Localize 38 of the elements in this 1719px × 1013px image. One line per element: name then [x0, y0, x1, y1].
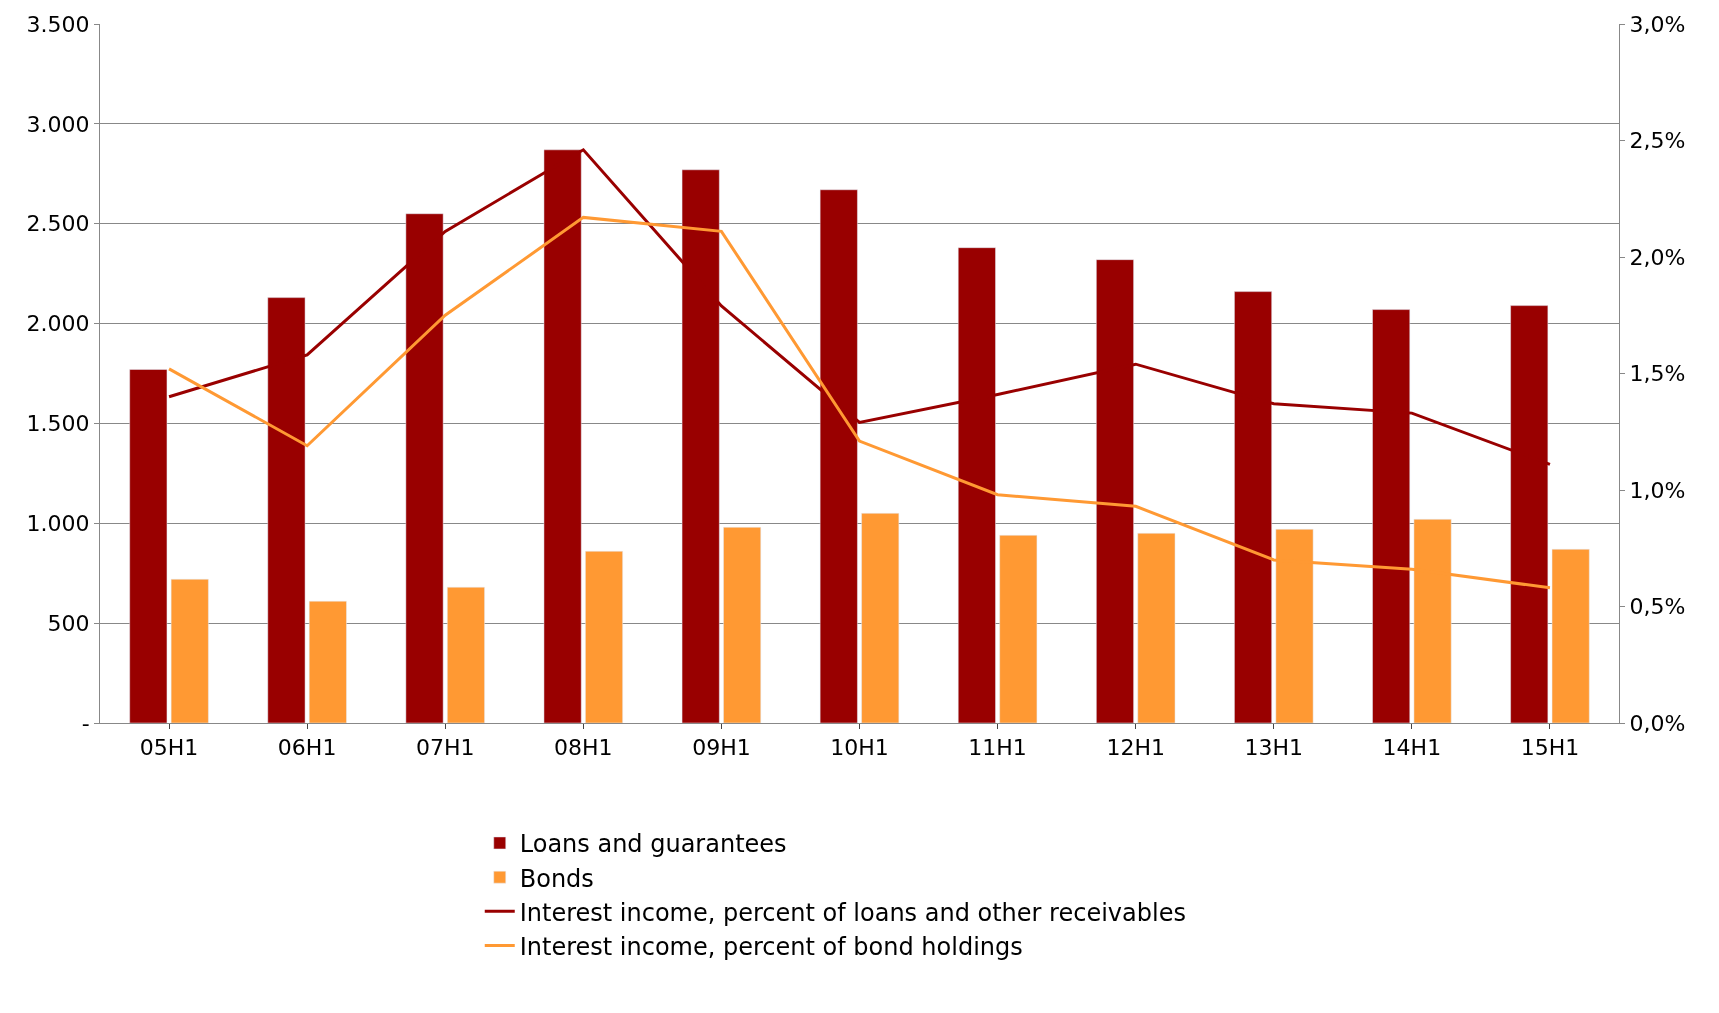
bar	[447, 586, 485, 723]
x-tick-label: 06H1	[277, 735, 337, 761]
bar	[585, 551, 623, 723]
x-tick-label: 05H1	[139, 735, 199, 761]
y-tick-label: -	[81, 710, 90, 736]
x-tick-label: 15H1	[1520, 735, 1580, 761]
legend-label: Interest income, percent of bond holdings	[519, 932, 1023, 961]
x-tick-label: 13H1	[1244, 735, 1304, 761]
bar	[170, 578, 209, 723]
bar	[861, 513, 900, 723]
y2-tick-label: 2,5%	[1629, 128, 1686, 154]
y-tick-label: 2.000	[26, 311, 90, 337]
y2-tick-label: 0,0%	[1629, 710, 1686, 736]
bar	[723, 527, 762, 723]
y-tick-label: 1.000	[26, 510, 90, 536]
y-tick-label: 3.000	[26, 111, 90, 137]
legend-label: Interest income, percent of loans and other receivables	[519, 898, 1186, 927]
y-tick-label: 3.500	[26, 11, 90, 37]
bar	[1137, 533, 1176, 723]
y2-tick-label: 1,0%	[1629, 477, 1686, 503]
x-tick-label: 09H1	[692, 735, 751, 761]
x-tick-label: 10H1	[830, 735, 889, 761]
y2-tick-label: 0,5%	[1629, 594, 1686, 620]
y2-tick-label: 1,5%	[1629, 361, 1686, 387]
bar	[308, 600, 347, 723]
y-tick-label: 2.500	[26, 211, 90, 237]
y2-tick-label: 2,0%	[1629, 244, 1686, 270]
x-tick-label: 12H1	[1106, 735, 1165, 761]
y2-tick-label: 3,0%	[1629, 11, 1686, 37]
y-tick-label: 1.500	[26, 411, 90, 437]
legend-label: Bonds	[519, 864, 594, 893]
bar	[999, 535, 1038, 723]
x-tick-label: 11H1	[968, 735, 1027, 761]
y-tick-label: 500	[47, 610, 90, 636]
legend-label: Loans and guarantees	[519, 830, 787, 859]
x-tick-label: 14H1	[1382, 735, 1442, 761]
x-tick-label: 08H1	[554, 735, 613, 761]
x-tick-label: 07H1	[415, 735, 475, 761]
